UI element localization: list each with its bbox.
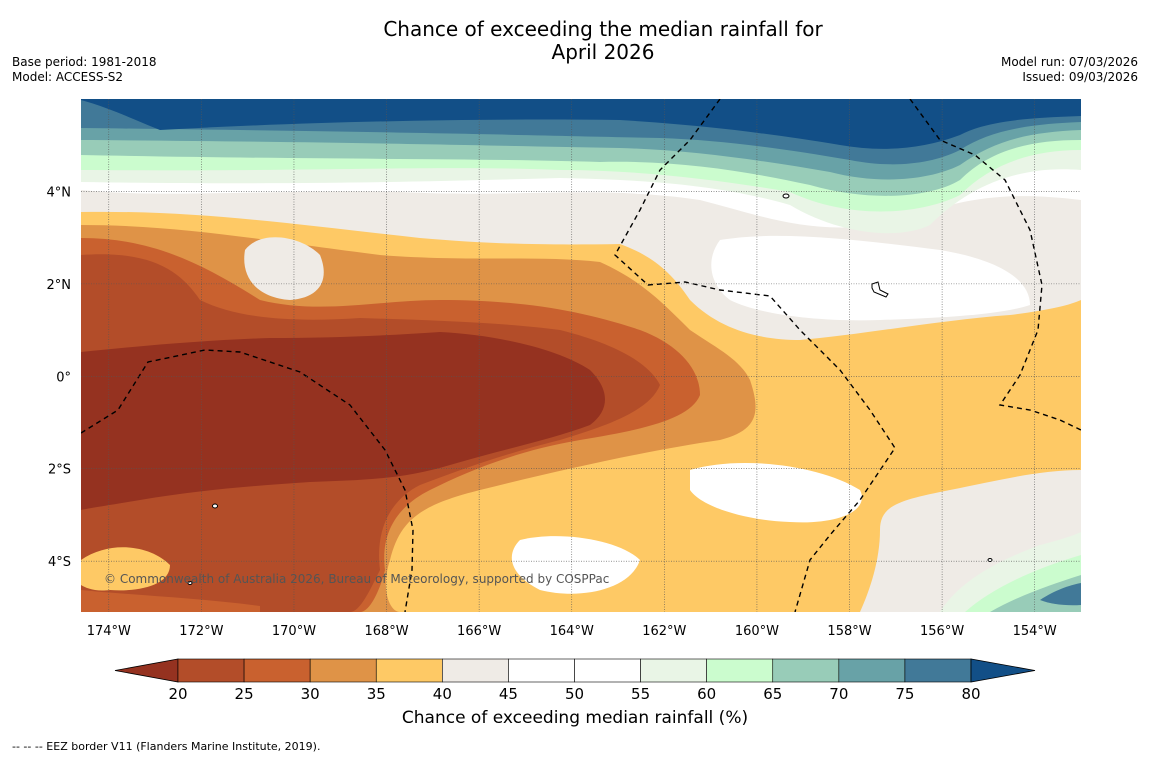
lon-tick-label: 156°W (920, 624, 964, 639)
model-name: Model: ACCESS-S2 (12, 70, 124, 84)
graticule (81, 99, 1081, 612)
colorbar-tick-label: 20 (168, 685, 187, 700)
field-35-southwest (81, 547, 170, 591)
colorbar-swatch (177, 658, 245, 683)
colorbar-swatch (904, 658, 972, 683)
field-50-pocket-central (690, 462, 862, 523)
eez-border-central (614, 99, 896, 612)
lat-tick-label: 4°S (48, 555, 71, 570)
colorbar-tick-label: 55 (631, 685, 650, 700)
lon-tick-label: 170°W (272, 624, 316, 639)
colorbar-tick-label: 45 (499, 685, 518, 700)
base-period: Base period: 1981-2018 (12, 55, 157, 69)
island-icon (871, 281, 889, 298)
colorbar-swatch (442, 658, 509, 683)
map-title: Chance of exceeding the median rainfall … (0, 18, 1150, 64)
colorbar-tick-label: 50 (565, 685, 584, 700)
colorbar-tick-label: 70 (829, 685, 848, 700)
colorbar-swatch (508, 658, 575, 683)
lon-tick-label: 158°W (827, 624, 871, 639)
model-run: Model run: 07/03/2026 (1000, 55, 1138, 69)
title-line-1: Chance of exceeding the median rainfall … (383, 17, 823, 41)
lat-tick-label: 2°S (48, 463, 71, 478)
meta-right: Model run: 07/03/2026 Issued: 09/03/2026 (1001, 55, 1138, 85)
field-45-pocket-west (244, 237, 324, 300)
field-75-south (1040, 583, 1081, 606)
colorbar-extend-high (970, 658, 1036, 683)
colorbar-swatch (309, 658, 377, 683)
eez-border-west (81, 349, 414, 612)
lat-tick-label: 4°N (47, 185, 72, 200)
latitude-labels: 4°N 2°N 0° 2°S 4°S (47, 185, 72, 570)
colorbar-tick-label: 25 (235, 685, 254, 700)
island-icon (782, 193, 790, 199)
colorbar-tick-label: 40 (433, 685, 452, 700)
lon-tick-label: 174°W (87, 624, 131, 639)
colorbar-tick-label: 75 (895, 685, 914, 700)
field-25-southwest (81, 590, 260, 612)
colorbar-swatch (243, 658, 311, 683)
map-field (81, 99, 1081, 612)
lon-tick-label: 164°W (550, 624, 594, 639)
field-50-pocket-north (711, 235, 1030, 321)
issued-date: Issued: 09/03/2026 (1022, 70, 1138, 84)
colorbar-tick-label: 65 (763, 685, 782, 700)
colorbar-extend-low (114, 658, 179, 683)
colorbar-swatch (574, 658, 641, 683)
field-80-north (81, 99, 1081, 149)
meta-left: Base period: 1981-2018 Model: ACCESS-S2 (12, 55, 157, 85)
colorbar-tick-label: 60 (697, 685, 716, 700)
lon-tick-label: 160°W (735, 624, 779, 639)
colorbar-swatch (838, 658, 906, 683)
eez-footnote: -- -- -- EEZ border V11 (Flanders Marine… (12, 740, 321, 753)
island-icon (187, 581, 193, 585)
colorbar-label: Chance of exceeding median rainfall (%) (401, 708, 749, 728)
colorbar-swatch (375, 658, 443, 683)
colorbar-swatch (640, 658, 707, 683)
lon-tick-label: 172°W (179, 624, 223, 639)
colorbar: 20 25 30 35 40 45 50 55 60 65 70 75 80 (114, 658, 1036, 700)
colorbar-tick-label: 30 (301, 685, 320, 700)
lon-tick-label: 166°W (457, 624, 501, 639)
lat-tick-label: 2°N (47, 278, 72, 293)
colorbar-swatch (772, 658, 840, 683)
field-50-pocket-south (511, 536, 640, 594)
title-line-2: April 2026 (551, 40, 655, 64)
lat-tick-label: 0° (56, 370, 71, 385)
lon-tick-label: 162°W (642, 624, 686, 639)
longitude-labels: 174°W 172°W 170°W 168°W 166°W 164°W 162°W 160°W… (87, 624, 1057, 639)
colorbar-tick-label: 35 (367, 685, 386, 700)
lon-tick-label: 168°W (364, 624, 408, 639)
colorbar-tick-label: 80 (961, 685, 980, 700)
rainfall-map: 4°N 2°N 0° 2°S 4°S 174°W 172°W 170°W 168°W 166°W… (47, 99, 1081, 700)
island-icon (987, 558, 993, 562)
copyright-text: © Commonwealth of Australia 2026, Bureau… (104, 572, 609, 586)
lon-tick-label: 154°W (1013, 624, 1057, 639)
island-icon (212, 503, 218, 509)
colorbar-swatch (706, 658, 774, 683)
